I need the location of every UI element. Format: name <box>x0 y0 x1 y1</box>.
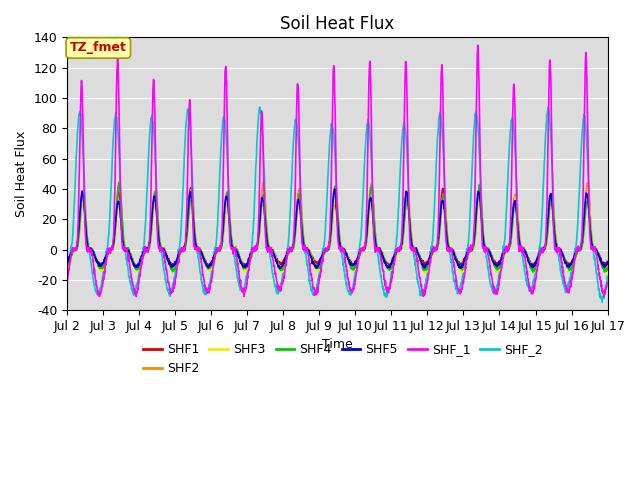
SHF5 <box>604 259 611 264</box>
SHF_1 <box>604 280 611 286</box>
Title: Soil Heat Flux: Soil Heat Flux <box>280 15 394 33</box>
SHF_2 <box>365 120 372 125</box>
SHF2 <box>353 260 361 265</box>
Line: SHF_2: SHF_2 <box>67 107 607 302</box>
SHF1 <box>353 257 361 263</box>
SHF5 <box>63 261 71 267</box>
SHF_2 <box>556 260 564 265</box>
SHF2 <box>214 248 222 253</box>
SHF_1 <box>214 247 221 253</box>
SHF_1 <box>353 268 360 274</box>
SHF2 <box>365 204 372 210</box>
SHF2 <box>349 266 356 272</box>
SHF5 <box>331 186 339 192</box>
SHF2 <box>495 264 502 270</box>
SHF4 <box>214 247 222 253</box>
SHF_2 <box>63 272 71 277</box>
SHF3 <box>422 271 429 276</box>
SHF4 <box>63 264 71 270</box>
SHF1 <box>571 251 579 257</box>
SHF_1 <box>600 294 607 300</box>
SHF3 <box>556 245 564 251</box>
SHF5 <box>556 246 564 252</box>
X-axis label: Time: Time <box>322 338 353 351</box>
SHF5 <box>276 266 284 272</box>
SHF1 <box>63 260 71 266</box>
SHF3 <box>365 226 372 232</box>
SHF_2 <box>604 274 611 279</box>
SHF1 <box>365 208 372 214</box>
SHF3 <box>353 262 360 268</box>
SHF2 <box>115 179 123 185</box>
SHF4 <box>601 269 609 275</box>
SHF2 <box>556 246 564 252</box>
SHF2 <box>63 264 71 269</box>
SHF_2 <box>353 259 361 264</box>
SHF_1 <box>556 249 564 254</box>
SHF5 <box>571 252 579 258</box>
SHF5 <box>365 206 372 212</box>
SHF_2 <box>214 216 221 221</box>
SHF3 <box>571 258 579 264</box>
Line: SHF4: SHF4 <box>67 183 607 272</box>
SHF_1 <box>365 107 372 113</box>
SHF1 <box>241 264 248 269</box>
SHF1 <box>556 247 564 253</box>
SHF4 <box>115 180 123 186</box>
SHF2 <box>604 264 611 269</box>
SHF5 <box>495 261 502 267</box>
SHF3 <box>495 268 502 274</box>
SHF1 <box>495 260 502 265</box>
Line: SHF1: SHF1 <box>67 188 607 266</box>
SHF4 <box>353 262 361 267</box>
Line: SHF2: SHF2 <box>67 182 607 269</box>
SHF1 <box>187 185 195 191</box>
Legend: SHF1, SHF2, SHF3, SHF4, SHF5, SHF_1, SHF_2: SHF1, SHF2, SHF3, SHF4, SHF5, SHF_1, SHF… <box>138 338 548 380</box>
SHF_2 <box>598 300 606 305</box>
Line: SHF_1: SHF_1 <box>67 45 607 297</box>
SHF_2 <box>494 279 502 285</box>
SHF4 <box>604 265 611 271</box>
SHF_2 <box>256 104 264 110</box>
SHF4 <box>365 210 372 216</box>
SHF4 <box>556 248 564 254</box>
SHF_1 <box>571 257 579 263</box>
SHF_1 <box>494 286 502 292</box>
SHF3 <box>63 267 71 273</box>
SHF4 <box>571 257 579 263</box>
Line: SHF3: SHF3 <box>67 192 607 274</box>
SHF3 <box>404 190 412 195</box>
Y-axis label: Soil Heat Flux: Soil Heat Flux <box>15 131 28 217</box>
SHF5 <box>353 256 361 262</box>
SHF_2 <box>571 247 579 252</box>
SHF3 <box>214 248 221 253</box>
SHF4 <box>494 264 502 270</box>
SHF3 <box>604 266 611 272</box>
Line: SHF5: SHF5 <box>67 189 607 269</box>
SHF1 <box>604 260 611 265</box>
SHF5 <box>214 247 221 252</box>
SHF1 <box>214 247 222 253</box>
SHF_1 <box>63 283 71 288</box>
Text: TZ_fmet: TZ_fmet <box>70 41 127 54</box>
SHF_1 <box>474 42 481 48</box>
SHF2 <box>571 253 579 259</box>
